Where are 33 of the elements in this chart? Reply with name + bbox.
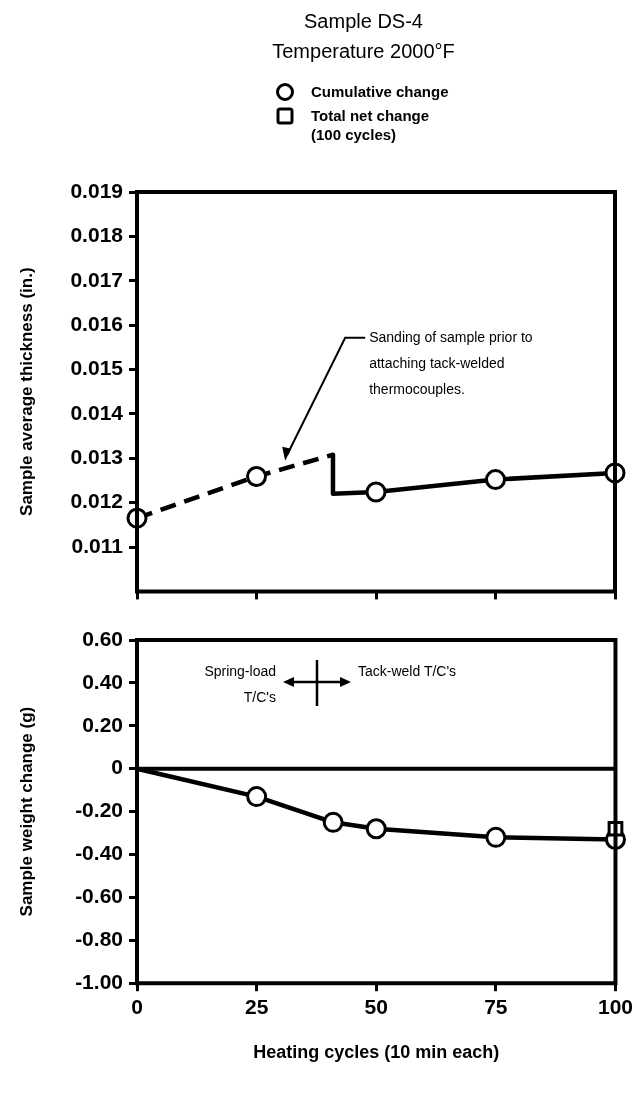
annotation: Tack-weld T/C's: [358, 662, 458, 681]
y-tick-label: 0: [111, 755, 123, 779]
y-tick-label: 0.017: [70, 267, 123, 291]
text: Total net change (100 cycles): [311, 107, 430, 143]
legend-label: Cumulative change: [311, 82, 450, 101]
y-tick-label: 0.012: [70, 489, 123, 513]
x-tick-label: 75: [484, 994, 508, 1018]
y-tick-label: 0.014: [70, 400, 124, 424]
x-tick-label: 25: [244, 994, 269, 1018]
x-tick-label: 0: [131, 994, 143, 1018]
chart-title: Sample DS-4: [303, 9, 424, 34]
x-tick-label: 100: [597, 994, 633, 1018]
annotation: Sanding of sample prior to attaching tack-welded thermocouples.: [369, 328, 533, 397]
y-tick-label: 0.013: [70, 445, 123, 469]
y-tick-label: 0.019: [70, 178, 123, 202]
y-axis-title: Sample weight change (g): [16, 706, 36, 917]
y-tick-label: -0.40: [75, 841, 123, 865]
y-tick-label: 0.60: [82, 626, 123, 650]
y-tick-label: -1.00: [75, 970, 123, 993]
annotation: Spring-load T/C's: [203, 662, 276, 707]
x-tick-label: 50: [364, 994, 388, 1018]
y-tick-label: -0.60: [75, 884, 123, 908]
y-tick-label: 0.015: [70, 356, 124, 380]
y-tick-label: -0.80: [75, 927, 123, 951]
y-tick-label: -0.20: [75, 798, 123, 822]
y-tick-label: 0.016: [70, 311, 123, 335]
y-tick-label: 0.40: [82, 669, 123, 693]
x-axis-title: Heating cycles (10 min each): [253, 1042, 500, 1063]
y-tick-label: 0.011: [71, 533, 124, 557]
y-axis-title: Sample average thickness (in.): [16, 267, 36, 516]
y-tick-label: 0.20: [82, 712, 123, 736]
y-tick-label: 0.018: [70, 223, 124, 247]
chart-subtitle: Temperature 2000°F: [271, 39, 456, 64]
